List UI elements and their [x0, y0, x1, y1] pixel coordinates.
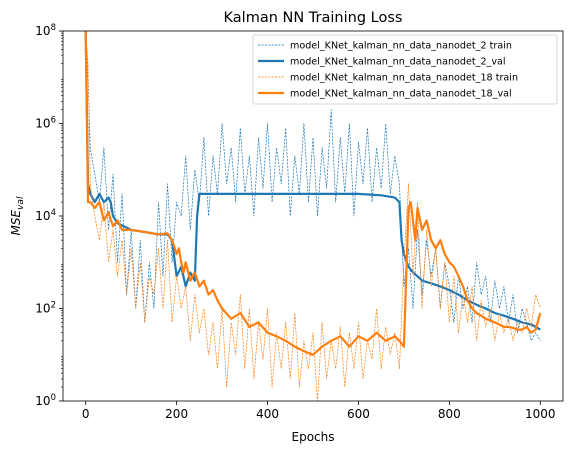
legend-frame: [252, 34, 558, 105]
y-axis-label-sub: val: [16, 196, 26, 210]
series-line-1: [84, 31, 541, 331]
legend-label-0: model_KNet_kalman_nn_data_nanodet_2 trai…: [290, 41, 512, 52]
x-tick-label: 600: [347, 407, 370, 421]
y-axis-label: MSEval: [9, 196, 26, 235]
x-axis-ticks: 0 200 400 600 800 1000: [82, 401, 556, 421]
y-axis-ticks: 100 102 104 106 108: [35, 23, 63, 408]
legend-label-1: model_KNet_kalman_nn_data_nanodet_2_val: [290, 57, 506, 68]
x-tick-label: 200: [165, 407, 188, 421]
legend: model_KNet_kalman_nn_data_nanodet_2 trai…: [252, 34, 558, 105]
legend-label-2: model_KNet_kalman_nn_data_nanodet_18 tra…: [290, 73, 518, 84]
legend-label-3: model_KNet_kalman_nn_data_nanodet_18_val: [290, 89, 512, 100]
x-tick-label: 0: [82, 407, 90, 421]
series-layer: [84, 31, 542, 401]
series-line-3: [84, 31, 542, 356]
series-line-0: [85, 31, 541, 342]
x-tick-label: 400: [256, 407, 279, 421]
x-tick-label: 1000: [525, 407, 556, 421]
x-axis-label: Epochs: [292, 430, 335, 444]
y-tick-label: 108: [35, 23, 56, 38]
chart-title: Kalman NN Training Loss: [224, 10, 403, 26]
x-tick-label: 800: [438, 407, 461, 421]
y-tick-label: 102: [35, 301, 56, 316]
y-tick-label: 100: [35, 393, 56, 408]
y-tick-label: 106: [35, 116, 56, 131]
series-line-2: [85, 31, 541, 401]
y-tick-label: 104: [35, 208, 56, 223]
y-axis-label-main: MSE: [9, 209, 23, 235]
